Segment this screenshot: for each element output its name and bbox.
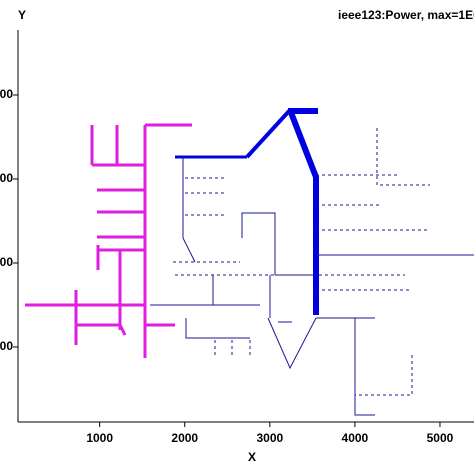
x-tick-label: 5000 — [427, 431, 454, 445]
network-blue — [150, 108, 474, 416]
y-tick-label: 000 — [0, 255, 13, 269]
y-tick-label: 000 — [0, 171, 13, 185]
chart-title: ieee123:Power, max=1E00 — [338, 8, 474, 22]
x-tick-label: 2000 — [171, 431, 198, 445]
x-tick-label: 4000 — [342, 431, 369, 445]
y-axis-label: Y — [18, 8, 26, 22]
x-axis-label: X — [248, 450, 256, 464]
x-tick-label: 1000 — [86, 431, 113, 445]
y-tick-label: 000 — [0, 339, 13, 353]
y-tick-label: 000 — [0, 87, 13, 101]
x-tick-label: 3000 — [256, 431, 283, 445]
network-magenta — [25, 123, 192, 358]
